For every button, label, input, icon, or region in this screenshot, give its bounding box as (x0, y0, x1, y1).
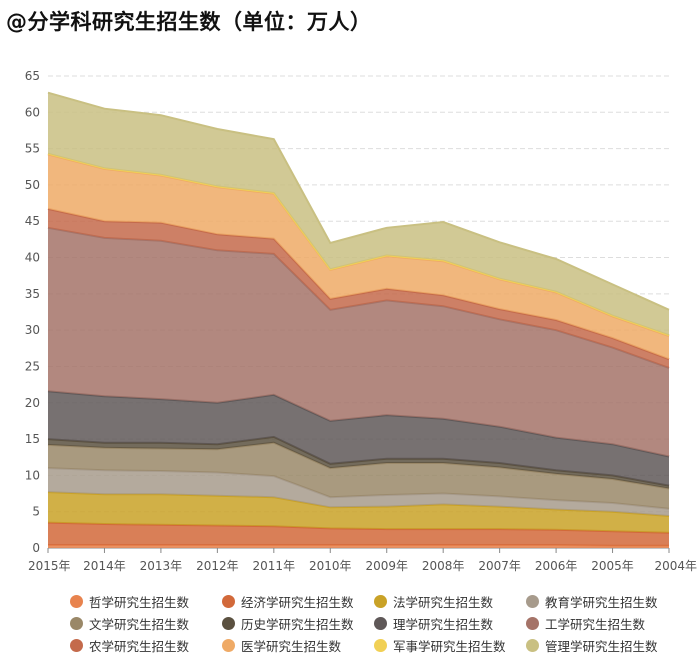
legend-swatch (374, 638, 387, 652)
legend-swatch (374, 594, 387, 608)
y-tick-label: 5 (32, 505, 40, 519)
legend-swatch (70, 638, 83, 652)
legend-label: 工学研究生招生数 (545, 616, 646, 632)
legend-item[interactable]: 经济学研究生招生数 (222, 592, 374, 610)
y-tick-label: 0 (32, 541, 40, 555)
x-tick-label: 2013年 (140, 559, 183, 573)
y-axis: 0 5 10 15 20 25 30 35 40 45 50 55 60 65 (25, 69, 40, 555)
area-5 (48, 436, 669, 489)
legend-item[interactable]: 工学研究生招生数 (526, 614, 686, 632)
legend-swatch (222, 638, 235, 652)
x-tick-label: 2007年 (478, 559, 521, 573)
y-tick-label: 25 (25, 359, 40, 373)
area-4 (48, 442, 669, 509)
area-1 (48, 522, 669, 546)
legend-swatch (70, 616, 83, 630)
legend-label: 农学研究生招生数 (89, 638, 190, 654)
y-tick-label: 50 (25, 178, 40, 192)
y-tick-label: 60 (25, 105, 40, 119)
series-line-11 (47, 91, 670, 311)
legend-swatch (374, 616, 387, 630)
x-tick-label: 2012年 (196, 559, 239, 573)
area-7 (48, 227, 669, 457)
area-3 (48, 468, 669, 516)
legend-item[interactable]: 医学研究生招生数 (222, 636, 374, 654)
x-axis: 2015年 2014年 2013年 2012年 2011年 2010年 2009年 2008年… (28, 548, 697, 573)
legend-label: 法学研究生招生数 (393, 594, 494, 610)
legend-swatch (526, 638, 539, 652)
legend-swatch (222, 616, 235, 630)
chart-title: @分学科研究生招生数（单位：万人） (6, 10, 372, 34)
legend-item[interactable]: 管理学研究生招生数 (526, 636, 686, 654)
legend-label: 哲学研究生招生数 (89, 594, 190, 610)
x-tick-label: 2009年 (365, 559, 408, 573)
y-tick-label: 45 (25, 214, 40, 228)
legend-item[interactable]: 教育学研究生招生数 (526, 592, 686, 610)
legend-item[interactable]: 农学研究生招生数 (70, 636, 222, 654)
legend-item[interactable]: 理学研究生招生数 (374, 614, 526, 632)
y-tick-label: 10 (25, 468, 40, 482)
y-tick-label: 35 (25, 287, 40, 301)
legend-item[interactable]: 法学研究生招生数 (374, 592, 526, 610)
area-9 (48, 154, 669, 360)
legend-label: 军事学研究生招生数 (393, 638, 506, 654)
legend-swatch (526, 594, 539, 608)
x-tick-label: 2005年 (591, 559, 634, 573)
legend-label: 管理学研究生招生数 (545, 638, 658, 654)
x-tick-label: 2008年 (422, 559, 465, 573)
legend-label: 医学研究生招生数 (241, 638, 342, 654)
legend-label: 教育学研究生招生数 (545, 594, 658, 610)
y-tick-label: 30 (25, 323, 40, 337)
chart-legend: 哲学研究生招生数 经济学研究生招生数 法学研究生招生数 教育学研究生招生数文学研究生招… (70, 592, 690, 654)
area-2 (48, 492, 669, 533)
area-6 (48, 391, 669, 486)
x-tick-label: 2011年 (253, 559, 296, 573)
x-tick-label: 2004年 (654, 559, 697, 573)
legend-item[interactable]: 军事学研究生招生数 (374, 636, 526, 654)
area-11 (48, 92, 669, 336)
legend-swatch (526, 616, 539, 630)
area-8 (48, 208, 669, 368)
legend-swatch (222, 594, 235, 608)
y-tick-label: 40 (25, 251, 40, 265)
x-tick-label: 2015年 (28, 559, 71, 573)
legend-swatch (70, 594, 83, 608)
legend-label: 经济学研究生招生数 (241, 594, 354, 610)
y-tick-label: 15 (25, 432, 40, 446)
y-tick-label: 55 (25, 142, 40, 156)
legend-label: 理学研究生招生数 (393, 616, 494, 632)
x-tick-label: 2010年 (309, 559, 352, 573)
y-tick-label: 65 (25, 69, 40, 83)
area-series (47, 91, 670, 548)
y-tick-label: 20 (25, 396, 40, 410)
x-tick-label: 2014年 (83, 559, 126, 573)
legend-label: 历史学研究生招生数 (241, 616, 354, 632)
legend-item[interactable]: 历史学研究生招生数 (222, 614, 374, 632)
legend-label: 文学研究生招生数 (89, 616, 190, 632)
legend-item[interactable]: 哲学研究生招生数 (70, 592, 222, 610)
legend-item[interactable]: 文学研究生招生数 (70, 614, 222, 632)
x-tick-label: 2006年 (535, 559, 578, 573)
